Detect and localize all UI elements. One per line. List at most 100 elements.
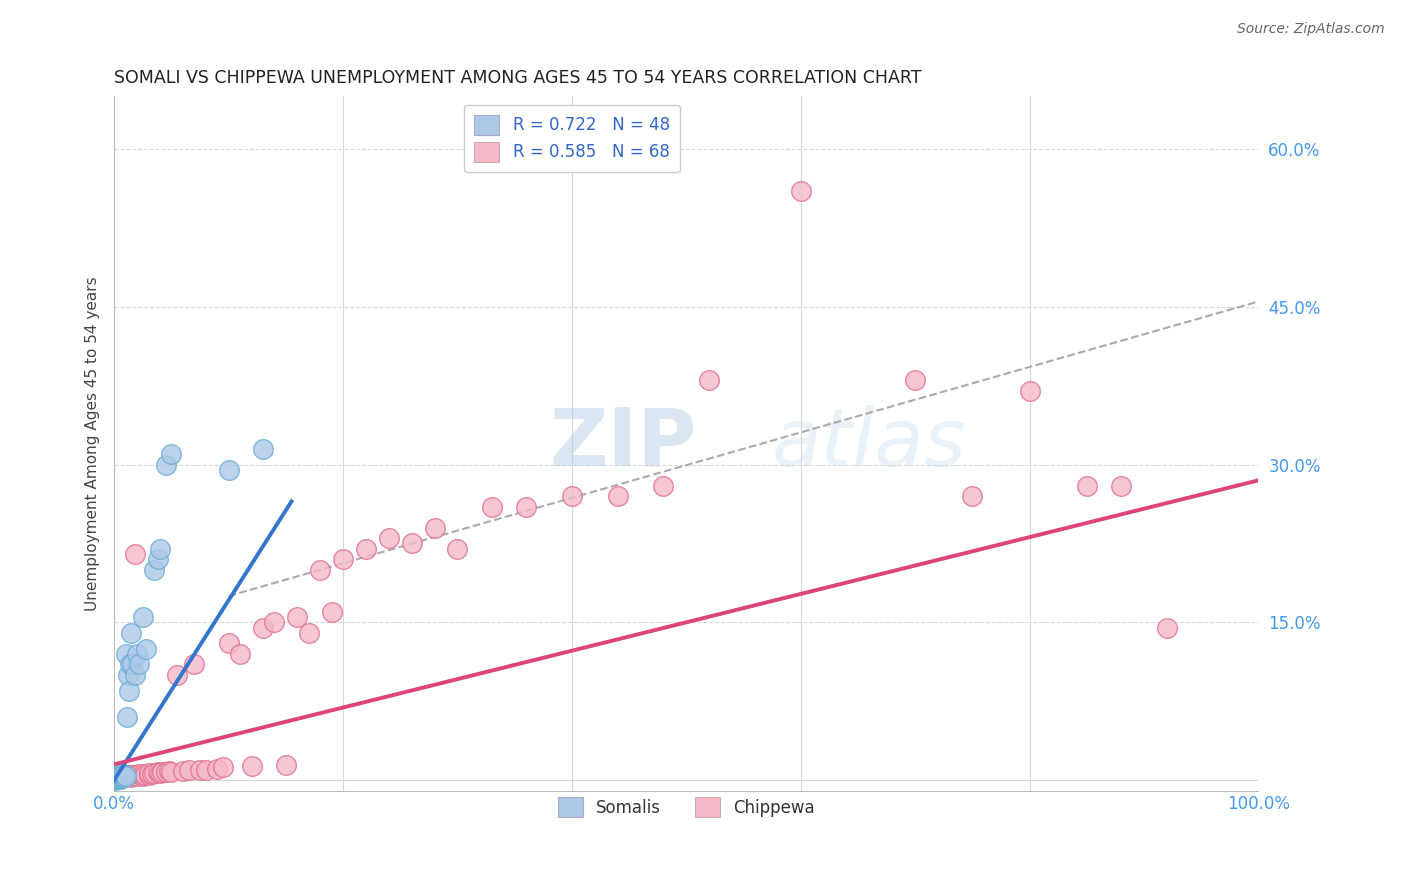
Point bbox=[177, 763, 200, 777]
Point bbox=[108, 770, 131, 784]
Point bbox=[378, 531, 401, 545]
Point bbox=[1156, 621, 1178, 635]
Point bbox=[138, 765, 160, 780]
Point bbox=[112, 766, 135, 780]
Point bbox=[561, 489, 583, 503]
Point bbox=[107, 771, 129, 785]
Point bbox=[157, 764, 180, 778]
Point bbox=[218, 636, 240, 650]
Point bbox=[141, 766, 163, 780]
Point bbox=[111, 770, 134, 784]
Point bbox=[125, 647, 148, 661]
Point bbox=[120, 625, 142, 640]
Point bbox=[108, 772, 131, 786]
Point bbox=[120, 770, 142, 784]
Point bbox=[172, 764, 194, 778]
Point bbox=[124, 547, 146, 561]
Point bbox=[128, 766, 150, 780]
Point bbox=[229, 647, 252, 661]
Point bbox=[194, 763, 217, 777]
Point bbox=[134, 768, 156, 782]
Point bbox=[321, 605, 343, 619]
Point bbox=[183, 657, 205, 672]
Point bbox=[108, 771, 131, 785]
Point bbox=[105, 772, 128, 786]
Point bbox=[114, 769, 136, 783]
Point bbox=[149, 541, 172, 556]
Point bbox=[114, 768, 136, 782]
Point bbox=[107, 772, 129, 786]
Point bbox=[104, 773, 127, 788]
Point bbox=[218, 463, 240, 477]
Point bbox=[1018, 384, 1040, 398]
Point bbox=[138, 768, 160, 782]
Point bbox=[446, 541, 468, 556]
Point bbox=[160, 764, 183, 779]
Point bbox=[111, 770, 134, 784]
Point bbox=[1076, 478, 1098, 492]
Point bbox=[252, 621, 274, 635]
Point bbox=[118, 683, 141, 698]
Point bbox=[107, 772, 129, 786]
Point bbox=[212, 760, 235, 774]
Point bbox=[110, 769, 132, 783]
Point bbox=[132, 610, 155, 624]
Point bbox=[114, 770, 136, 784]
Legend: Somalis, Chippewa: Somalis, Chippewa bbox=[551, 790, 821, 824]
Point bbox=[423, 521, 446, 535]
Point bbox=[107, 770, 129, 784]
Point bbox=[285, 610, 308, 624]
Point bbox=[107, 771, 129, 785]
Point bbox=[904, 373, 927, 387]
Point bbox=[962, 489, 984, 503]
Point bbox=[120, 768, 142, 782]
Point bbox=[790, 184, 813, 198]
Text: atlas: atlas bbox=[772, 404, 967, 483]
Point bbox=[146, 552, 169, 566]
Text: ZIP: ZIP bbox=[548, 404, 696, 483]
Point bbox=[114, 647, 136, 661]
Point bbox=[124, 668, 146, 682]
Point bbox=[114, 769, 136, 783]
Point bbox=[309, 563, 332, 577]
Text: SOMALI VS CHIPPEWA UNEMPLOYMENT AMONG AGES 45 TO 54 YEARS CORRELATION CHART: SOMALI VS CHIPPEWA UNEMPLOYMENT AMONG AG… bbox=[114, 69, 922, 87]
Point bbox=[110, 770, 132, 784]
Point bbox=[481, 500, 503, 514]
Point bbox=[515, 500, 537, 514]
Point bbox=[166, 668, 188, 682]
Point bbox=[132, 766, 155, 780]
Point bbox=[110, 770, 132, 784]
Point bbox=[132, 769, 155, 783]
Point bbox=[146, 764, 169, 779]
Point bbox=[274, 758, 297, 772]
Point bbox=[120, 657, 142, 672]
Point bbox=[143, 563, 166, 577]
Point bbox=[108, 770, 131, 784]
Point bbox=[111, 769, 134, 783]
Point bbox=[150, 764, 173, 779]
Point bbox=[110, 768, 132, 782]
Point bbox=[143, 765, 166, 780]
Point bbox=[105, 772, 128, 786]
Point bbox=[107, 769, 129, 783]
Point bbox=[128, 657, 150, 672]
Point bbox=[108, 769, 131, 783]
Point bbox=[122, 768, 145, 782]
Point bbox=[298, 625, 321, 640]
Point bbox=[188, 763, 211, 777]
Point bbox=[149, 765, 172, 780]
Point bbox=[111, 771, 134, 785]
Point bbox=[354, 541, 377, 556]
Point bbox=[240, 759, 263, 773]
Point bbox=[112, 769, 135, 783]
Point bbox=[117, 769, 139, 783]
Point bbox=[114, 768, 136, 782]
Point bbox=[105, 771, 128, 785]
Point bbox=[135, 641, 157, 656]
Point bbox=[160, 447, 183, 461]
Point bbox=[112, 770, 135, 784]
Point bbox=[401, 536, 423, 550]
Text: Source: ZipAtlas.com: Source: ZipAtlas.com bbox=[1237, 22, 1385, 37]
Point bbox=[697, 373, 720, 387]
Point bbox=[652, 478, 675, 492]
